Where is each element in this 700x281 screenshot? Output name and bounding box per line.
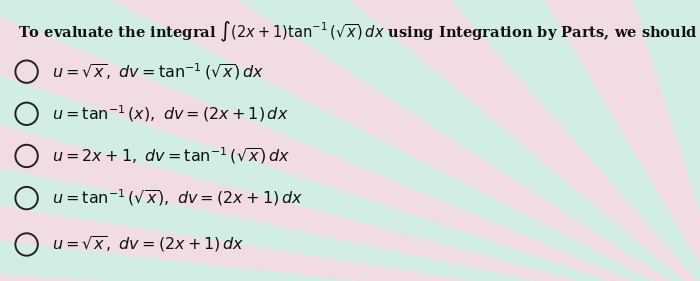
Text: $u = \tan^{-1}(x),\ dv = (2x + 1)\,dx$: $u = \tan^{-1}(x),\ dv = (2x + 1)\,dx$	[52, 103, 289, 124]
Polygon shape	[0, 97, 700, 281]
Polygon shape	[36, 0, 700, 281]
Text: $u = \tan^{-1}(\sqrt{x}),\ dv = (2x + 1)\,dx$: $u = \tan^{-1}(\sqrt{x}),\ dv = (2x + 1)…	[52, 188, 303, 209]
Polygon shape	[694, 0, 700, 281]
Polygon shape	[471, 0, 700, 281]
Text: $u = 2x + 1,\ dv = \tan^{-1}(\sqrt{x})\,dx$: $u = 2x + 1,\ dv = \tan^{-1}(\sqrt{x})\,…	[52, 146, 291, 166]
Text: $u = \sqrt{x},\ dv = \tan^{-1}(\sqrt{x})\,dx$: $u = \sqrt{x},\ dv = \tan^{-1}(\sqrt{x})…	[52, 61, 265, 82]
Text: To evaluate the integral $\int(2x + 1)\tan^{-1}(\sqrt{x})\,dx$ using Integration: To evaluate the integral $\int(2x + 1)\t…	[18, 20, 700, 44]
Polygon shape	[0, 12, 700, 281]
Text: $u = \sqrt{x},\ dv = (2x + 1)\,dx$: $u = \sqrt{x},\ dv = (2x + 1)\,dx$	[52, 234, 245, 255]
Polygon shape	[0, 274, 700, 281]
Polygon shape	[0, 185, 700, 281]
Polygon shape	[251, 0, 700, 281]
